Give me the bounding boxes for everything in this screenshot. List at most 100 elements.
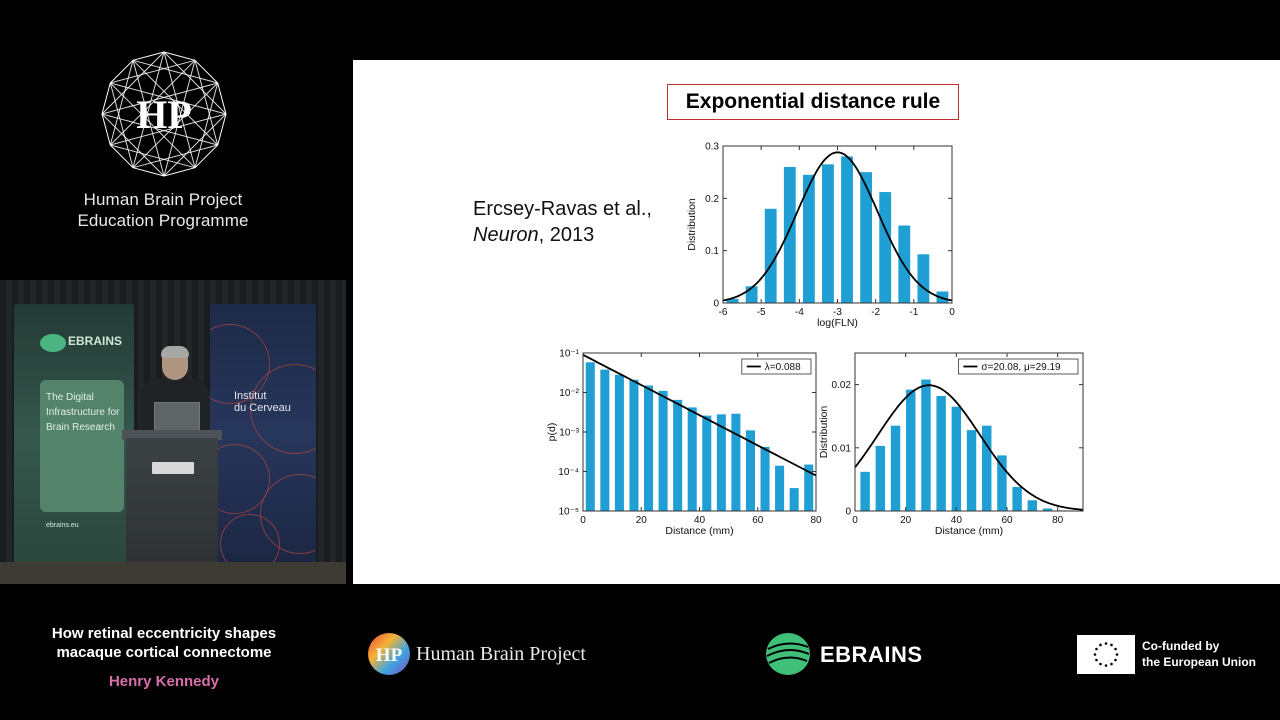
chart-bar	[760, 446, 770, 511]
brand-line-1: Human Brain Project	[83, 190, 243, 209]
chart-bar	[890, 425, 901, 511]
chart-bar	[860, 471, 870, 511]
speaker-hair	[161, 346, 189, 358]
hbp-logo-letters: HP	[136, 92, 192, 137]
ebrains-banner-card-text: The Digital Infrastructure for Brain Res…	[46, 392, 120, 433]
chart-bar	[629, 379, 639, 511]
ebrains-logo-icon	[766, 633, 810, 675]
x-tick-label: -6	[719, 307, 728, 318]
legend-label: σ=20.08, μ=29.19	[981, 362, 1061, 373]
legend-box	[741, 358, 812, 375]
y-tick-label: 10⁻⁴	[558, 467, 579, 478]
y-tick-label: 10⁻¹	[559, 349, 579, 360]
ebrains-wordmark: EBRAINS	[820, 642, 923, 667]
citation-journal: Neuron	[473, 224, 539, 246]
svg-text:HP: HP	[376, 645, 403, 666]
chart-bar	[982, 425, 992, 511]
eu-flag-icon	[1077, 635, 1135, 674]
y-tick-label: 0	[845, 507, 851, 518]
slide-title-box: Exponential distance rule	[667, 84, 959, 120]
chart-bar	[726, 298, 739, 303]
chart-bar	[764, 208, 777, 303]
x-tick-label: -2	[871, 307, 880, 318]
x-tick-label: -5	[757, 307, 766, 318]
chart-bar	[644, 385, 654, 511]
hbp-color-logo-icon: HP	[368, 633, 410, 675]
speaker-name: Henry Kennedy	[108, 673, 220, 690]
icm-banner: Institut du Cerveau	[210, 304, 316, 566]
citation-authors: Ercsey-Ravas et al.,	[473, 198, 652, 220]
chart-bar	[716, 414, 726, 511]
chart-bar	[1027, 500, 1038, 511]
legend-box	[957, 358, 1079, 375]
podium-name-sign	[152, 462, 194, 474]
chart-bar	[658, 390, 668, 511]
chart-bar	[783, 166, 796, 303]
chart-bar	[804, 464, 814, 511]
podium-top	[122, 430, 222, 440]
chart-bar	[860, 172, 873, 303]
fit-curve	[854, 384, 1084, 511]
chart-bar	[702, 415, 712, 511]
log-fln-distribution-chart: -6 -5 -4 -3 -2 -1 0 0 0.1 0.2 0.3 log(FLN) Distribut…	[686, 142, 955, 330]
x-tick-label: 60	[1001, 515, 1013, 526]
y-axis-label: Distribution	[686, 198, 698, 251]
chart-bar	[745, 286, 758, 303]
x-tick-label: -3	[833, 307, 842, 318]
y-tick-label: 0.01	[832, 443, 852, 454]
y-tick-label: 0	[713, 299, 719, 310]
x-tick-label: 40	[694, 515, 706, 526]
chart-bar	[600, 369, 610, 511]
bottom-bar: How retinal eccentricity shapes macaque …	[0, 584, 1280, 720]
ebrains-banner-name: EBRAINS	[68, 334, 123, 348]
chart-bar	[614, 374, 624, 511]
chart-bar	[936, 395, 946, 511]
brand-line-2: Education Programme	[77, 211, 249, 230]
x-tick-label: 60	[752, 515, 764, 526]
ebrains-banner: EBRAINS The Digital Infrastructure for B…	[14, 304, 134, 566]
chart-bar	[906, 389, 916, 511]
y-tick-label: 0.1	[705, 246, 719, 257]
brand-panel: HP Human Brain Project Education Program…	[0, 0, 353, 278]
chart-bar	[1012, 486, 1022, 511]
fit-curve	[722, 151, 953, 302]
citation: Ercsey-Ravas et al., Neuron, 2013	[473, 196, 652, 248]
eu-cofunded-line-2: the European Union	[1142, 655, 1256, 669]
icm-banner-text: Institut du Cerveau	[234, 390, 291, 414]
x-axis-label: log(FLN)	[817, 317, 858, 329]
hbp-wordmark: Human Brain Project	[416, 643, 586, 665]
speaker-video: EBRAINS The Digital Infrastructure for B…	[0, 280, 346, 584]
x-tick-label: 20	[636, 515, 648, 526]
chart-bar	[997, 455, 1007, 511]
y-tick-label: 0.2	[705, 194, 719, 205]
chart-bar	[917, 254, 930, 303]
talk-title: How retinal eccentricity shapes macaque …	[51, 625, 277, 661]
chart-bar	[1042, 508, 1053, 511]
chart-bar	[687, 407, 697, 511]
ebrains-banner-url: ebrains.eu	[46, 522, 79, 529]
x-tick-label: 80	[810, 515, 822, 526]
chart-bar	[951, 406, 962, 511]
x-tick-label: 0	[949, 307, 955, 318]
fit-curve	[582, 354, 817, 477]
x-tick-label: 20	[900, 515, 912, 526]
distance-log-probability-chart: 0 20 40 60 80 10⁻⁵ 10⁻⁴ 10⁻³ 10⁻² 10⁻¹ Distance (m…	[546, 349, 822, 538]
y-axis-label: Distribution	[818, 406, 830, 459]
chart-bar	[775, 465, 785, 511]
distance-distribution-chart: 0 20 40 60 80 0 0.01 0.02 Distance (mm) Distribut…	[818, 352, 1084, 537]
x-tick-label: -1	[909, 307, 918, 318]
x-tick-label: 80	[1052, 515, 1064, 526]
y-tick-label: 0.02	[832, 380, 852, 391]
x-tick-label: 0	[852, 515, 858, 526]
y-tick-label: 10⁻⁵	[558, 507, 579, 518]
legend-label: λ=0.088	[765, 362, 801, 373]
x-tick-label: 40	[951, 515, 963, 526]
chart-bar	[822, 164, 834, 303]
stage-floor	[0, 562, 346, 584]
chart-bar	[879, 192, 892, 303]
chart-bar	[921, 379, 931, 511]
x-axis-label: Distance (mm)	[935, 525, 1003, 537]
chart-bar	[841, 156, 853, 303]
slide-title: Exponential distance rule	[685, 90, 941, 113]
eu-cofunded-line-1: Co-funded by	[1142, 639, 1220, 653]
